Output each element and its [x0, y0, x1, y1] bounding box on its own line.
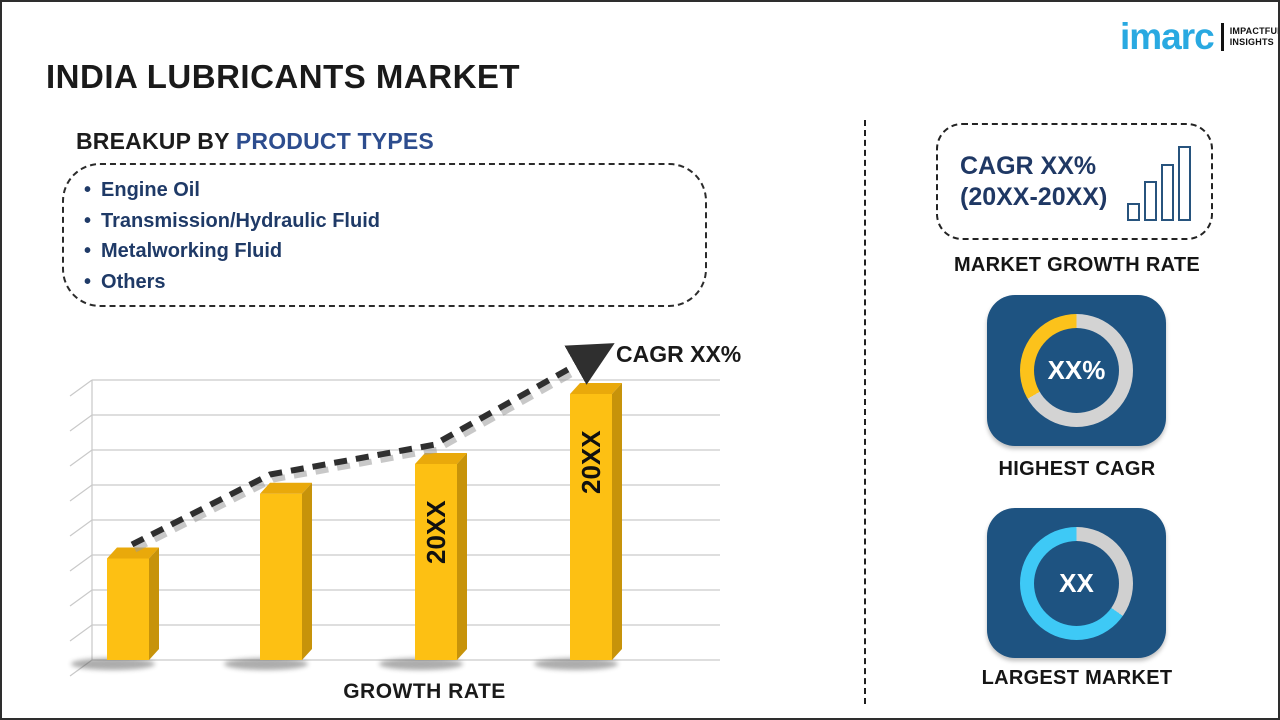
chart-trend-line [130, 343, 615, 553]
logo-tagline-line2: INSIGHTS [1229, 36, 1274, 47]
bar-chart-icon-bar [1178, 145, 1191, 221]
imarc-logo: imarc IMPACTFUL INSIGHTS [1120, 16, 1280, 57]
product-type-item: Others [84, 267, 681, 298]
logo-tagline: IMPACTFUL INSIGHTS [1229, 25, 1280, 48]
trend-cagr-label: CAGR XX% [616, 341, 742, 367]
logo-tagline-line1: IMPACTFUL [1229, 25, 1280, 36]
bar-chart-icon [1127, 143, 1191, 221]
largest-market-value: XX [1059, 567, 1094, 598]
bar-chart-icon-bar [1144, 180, 1157, 221]
highest-cagr-value: XX% [1047, 355, 1106, 385]
breakup-heading-prefix: BREAKUP BY [76, 128, 236, 154]
cagr-value-text: CAGR XX% (20XX-20XX) [960, 151, 1107, 213]
market-growth-rate-box: CAGR XX% (20XX-20XX) [936, 123, 1213, 240]
product-types-box: Engine OilTransmission/Hydraulic FluidMe… [62, 163, 707, 307]
imarc-logo-text: imarc [1120, 16, 1215, 57]
svg-text:20XX: 20XX [421, 500, 451, 564]
growth-rate-bar-chart: 20XX 20XX [69, 343, 720, 677]
cagr-value-line1: CAGR XX% [960, 151, 1097, 180]
cagr-value-line2: (20XX-20XX) [960, 182, 1108, 211]
chart-bars: 20XX 20XX [71, 383, 622, 670]
logo-separator [1220, 22, 1224, 51]
breakup-heading-highlight: PRODUCT TYPES [235, 128, 434, 154]
product-types-list: Engine OilTransmission/Hydraulic FluidMe… [84, 175, 681, 297]
vertical-divider [864, 120, 866, 704]
highest-cagr-label: HIGHEST CAGR [998, 458, 1156, 480]
page-title: INDIA LUBRICANTS MARKET [46, 58, 521, 95]
largest-market-label: LARGEST MARKET [981, 667, 1173, 689]
largest-market-card: XX [987, 508, 1166, 658]
x-axis-label: GROWTH RATE [343, 680, 506, 703]
highest-cagr-card: XX% [987, 295, 1166, 446]
highest-cagr-donut-chart: XX% [1020, 314, 1133, 427]
largest-market-donut-chart: XX [1020, 526, 1133, 640]
breakup-heading: BREAKUP BY PRODUCT TYPES [76, 128, 434, 155]
highest-cagr-donut-hole: XX% [1034, 328, 1119, 413]
chart-gridlines [69, 379, 720, 677]
market-growth-rate-label: MARKET GROWTH RATE [953, 254, 1201, 276]
largest-market-donut-hole: XX [1034, 540, 1119, 626]
bar-chart-icon-bar [1161, 163, 1174, 221]
svg-text:20XX: 20XX [576, 430, 606, 494]
product-type-item: Transmission/Hydraulic Fluid [84, 206, 681, 237]
product-type-item: Engine Oil [84, 175, 681, 206]
product-type-item: Metalworking Fluid [84, 236, 681, 267]
bar-chart-icon-bar [1127, 202, 1140, 221]
